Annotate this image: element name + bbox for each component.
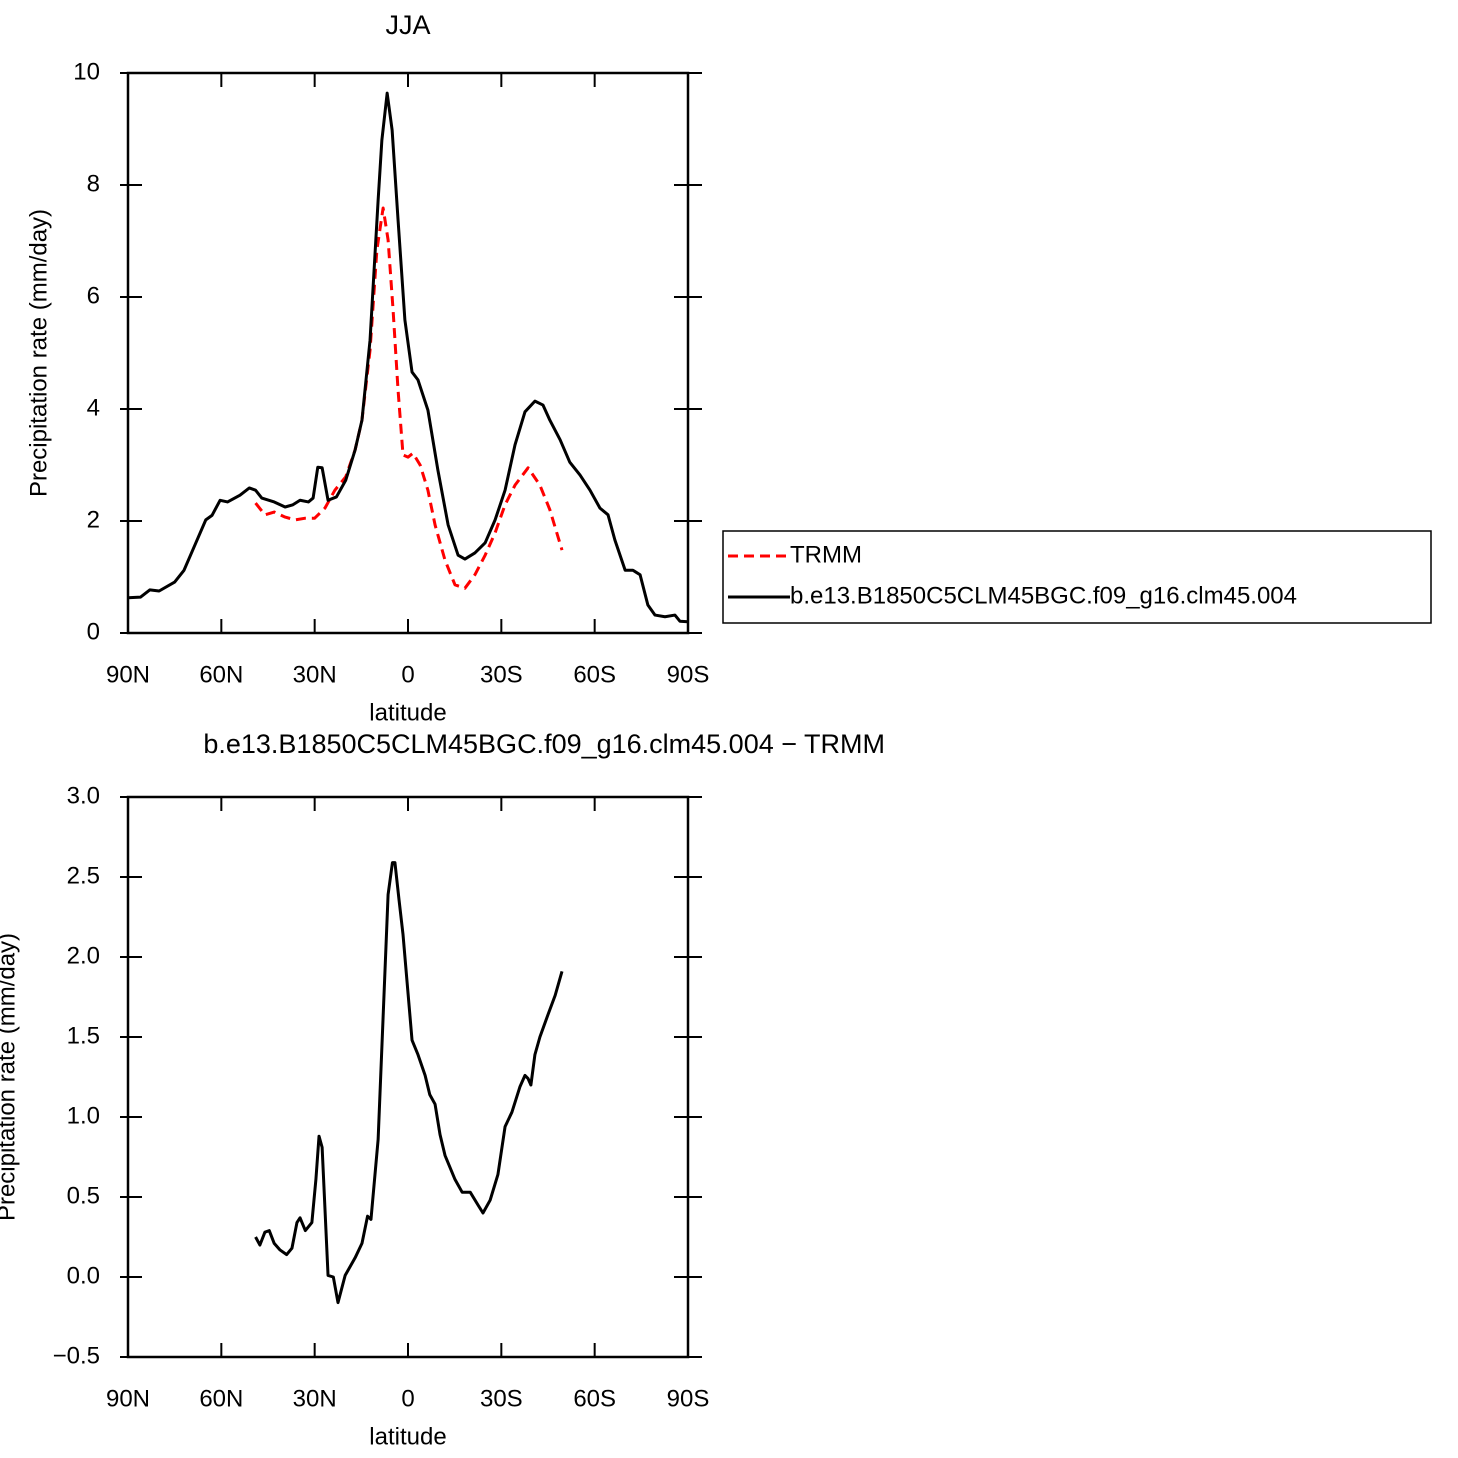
legend-label: TRMM	[790, 541, 862, 568]
chart-title: b.e13.B1850C5CLM45BGC.f09_g16.clm45.004 …	[203, 729, 885, 759]
y-tick-label: 3.0	[67, 782, 100, 809]
x-tick-label: 0	[401, 661, 414, 688]
y-tick-label: 1.0	[67, 1102, 100, 1129]
y-tick-label: 2	[87, 506, 100, 533]
y-tick-label: 4	[87, 394, 100, 421]
x-tick-label: 0	[401, 1385, 414, 1412]
y-axis-label: Precipitation rate (mm/day)	[25, 209, 52, 497]
y-tick-label: 8	[87, 170, 100, 197]
data-line	[127, 91, 689, 624]
x-tick-label: 60N	[199, 1385, 243, 1412]
x-tick-label: 60S	[573, 1385, 616, 1412]
x-tick-label: 60N	[199, 661, 243, 688]
x-tick-label: 30S	[480, 1385, 523, 1412]
legend-box	[722, 530, 1432, 624]
x-tick-label: 30N	[293, 661, 337, 688]
y-tick-label: −0.5	[53, 1342, 100, 1369]
y-tick-label: 0.0	[67, 1262, 100, 1289]
chart-title: JJA	[385, 10, 430, 40]
y-tick-label: 2.0	[67, 942, 100, 969]
legend-label: b.e13.B1850C5CLM45BGC.f09_g16.clm45.004	[790, 582, 1297, 609]
y-tick-label: 2.5	[67, 862, 100, 889]
x-tick-label: 30S	[480, 661, 523, 688]
plot-frame	[126, 795, 690, 1359]
x-axis-label: latitude	[369, 699, 446, 726]
data-line	[254, 861, 564, 1305]
x-tick-label: 90N	[106, 661, 150, 688]
x-tick-label: 90N	[106, 1385, 150, 1412]
y-tick-label: 0.5	[67, 1182, 100, 1209]
y-tick-label: 1.5	[67, 1022, 100, 1049]
y-axis-label: Precipitation rate (mm/day)	[0, 933, 20, 1221]
x-tick-label: 30N	[293, 1385, 337, 1412]
y-tick-label: 6	[87, 282, 100, 309]
x-axis-label: latitude	[369, 1423, 446, 1450]
data-line	[254, 206, 564, 590]
y-tick-label: 10	[73, 58, 100, 85]
y-tick-label: 0	[87, 618, 100, 645]
x-tick-label: 90S	[667, 661, 710, 688]
x-tick-label: 90S	[667, 1385, 710, 1412]
x-tick-label: 60S	[573, 661, 616, 688]
